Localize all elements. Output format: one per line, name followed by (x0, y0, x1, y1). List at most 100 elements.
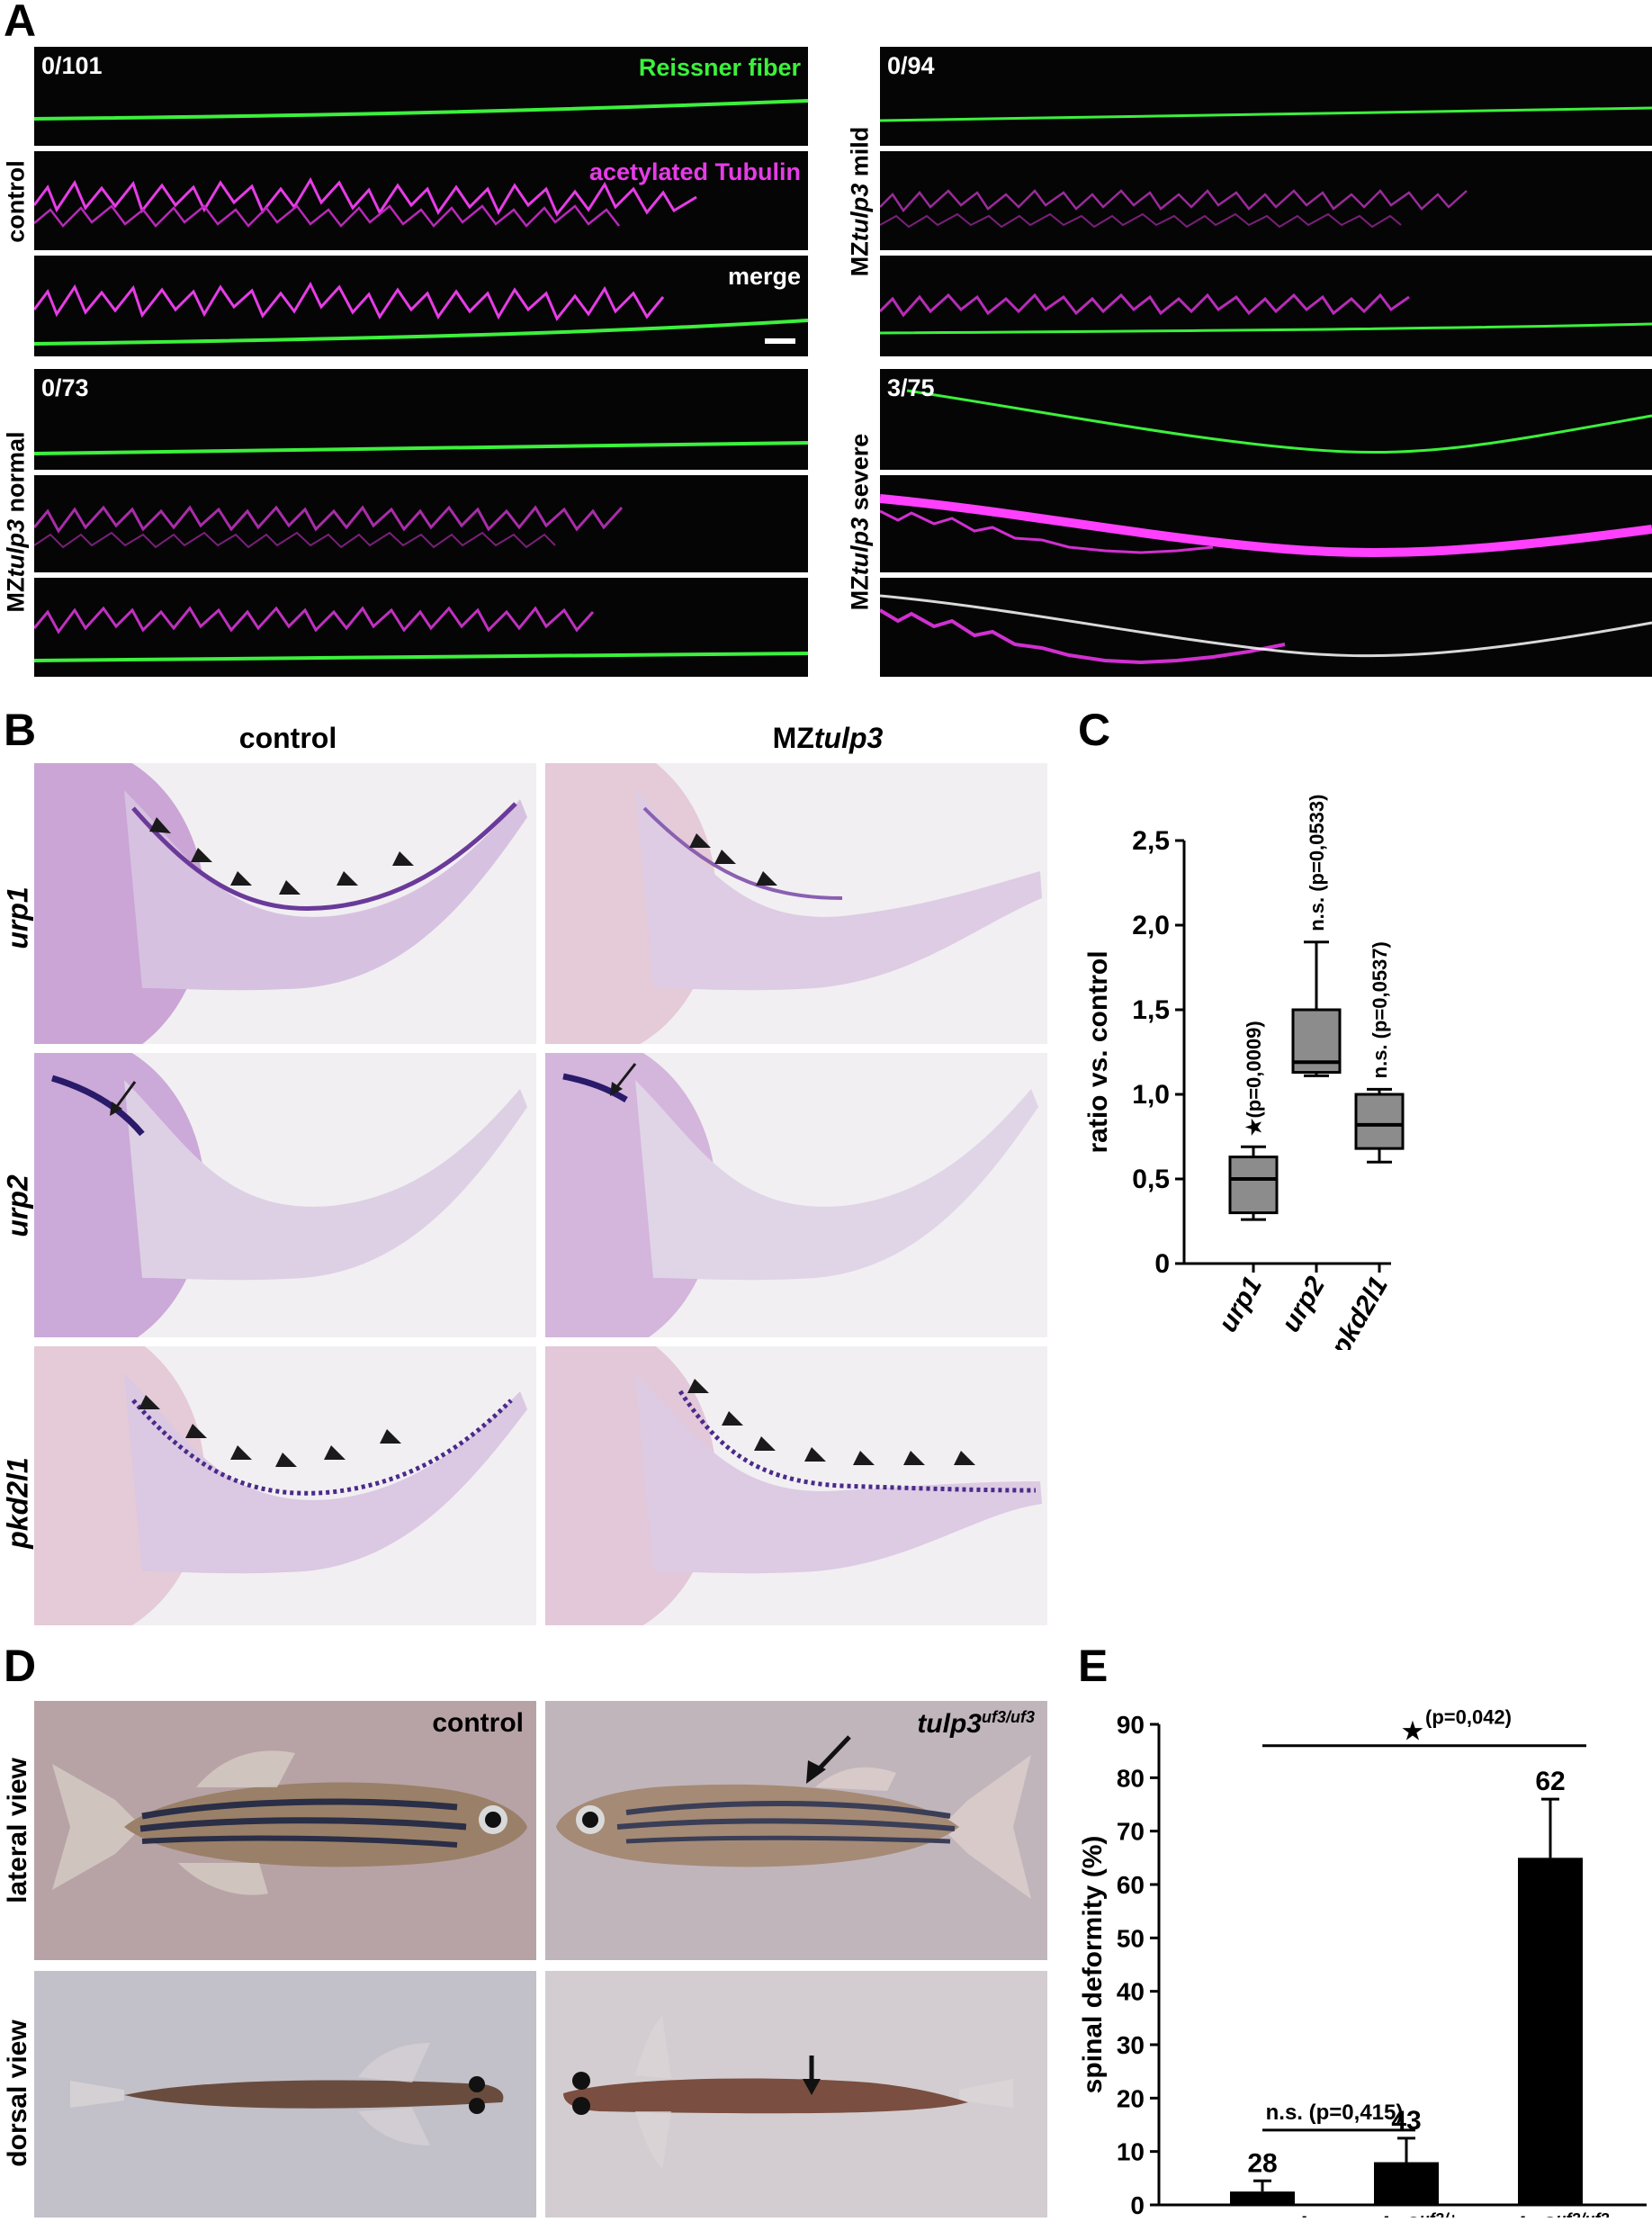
label-reissner-fiber: Reissner fiber (638, 54, 801, 81)
y-axis-label: spinal deformity (%) (1080, 1836, 1108, 2094)
bar (1230, 2191, 1295, 2205)
embryo-control-urp1 (34, 763, 536, 1044)
normal-merge-strip (34, 578, 808, 677)
count-severe: 3/75 (887, 374, 935, 401)
panel-label-d: D (4, 1641, 37, 1691)
row-label-normal-suffix: normal (2, 431, 30, 520)
y-tick-label: 60 (1117, 1871, 1145, 1899)
x-tick-label: tulp3uf3/+ (1355, 2210, 1459, 2218)
control-merge-strip: merge (34, 256, 808, 356)
box-iqr (1228, 1156, 1279, 1215)
y-tick-label: 70 (1117, 1818, 1145, 1846)
count-normal: 0/73 (41, 374, 89, 401)
row-label-severe-suffix: severe (846, 433, 874, 517)
row-header-pkd2l1: pkd2l1 (1, 1457, 34, 1549)
fish-mutant-dorsal (545, 1971, 1047, 2218)
control-magenta-strip: acetylated Tubulin (34, 151, 808, 250)
embryo-mztulp3-urp1 (545, 763, 1047, 1044)
severe-merge-strip (880, 578, 1652, 677)
y-tick-label: 20 (1117, 2084, 1145, 2112)
row-label-mild-suffix: mild (846, 126, 874, 184)
y-tick-label: 2,5 (1132, 826, 1170, 856)
row-label-mild-prefix: MZ (846, 241, 874, 277)
fish-control-dorsal (34, 1971, 536, 2218)
significance-annotation: ★(p=0,0009) (1243, 1021, 1265, 1136)
bar-chart-panel-e: 0 10 20 30 40 50 60 70 80 90 spinal deformity (%) 2… (1078, 1692, 1652, 2222)
y-tick-label: 2,0 (1132, 911, 1170, 940)
y-tick-label: 90 (1117, 1711, 1145, 1739)
mild-green-strip: 0/94 (880, 47, 1652, 146)
column-header-mz-prefix: MZ (772, 722, 814, 754)
box-plot-svg: 0 0,5 1,0 1,5 2,0 2,5 ratio vs. control urp1 ★(p… (1083, 795, 1405, 1362)
y-tick-label: 80 (1117, 1764, 1145, 1792)
count-mild: 0/94 (887, 52, 935, 79)
label-acetylated-tubulin: acetylated Tubulin (588, 158, 801, 185)
fish-control-lateral: control (34, 1701, 536, 1960)
embryo-mztulp3-urp2 (545, 1053, 1047, 1337)
bar (1374, 2162, 1439, 2205)
embryo-control-pkd2l1 (34, 1346, 536, 1625)
row-label-severe-prefix: MZ (846, 575, 874, 611)
y-tick-label: 50 (1117, 1924, 1145, 1952)
control-green-strip: 0/101 Reissner fiber (34, 47, 808, 146)
row-label-normal-gene: tulp3 (2, 519, 30, 578)
y-axis-label: ratio vs. control (1083, 950, 1113, 1153)
y-tick-label: 0 (1130, 2191, 1145, 2218)
embryo-control-urp2 (34, 1053, 536, 1337)
column-header-mztulp3: MZtulp3 (773, 722, 884, 755)
row-label-severe: MZtulp3 severe (847, 434, 875, 611)
x-tick-label: pkd2l1 (1324, 1272, 1394, 1350)
y-tick-label: 30 (1117, 2031, 1145, 2059)
row-header-urp1: urp1 (1, 886, 34, 949)
row-header-urp2: urp2 (1, 1174, 34, 1237)
y-tick-label: 0 (1154, 1249, 1170, 1279)
x-tick-label: urp2 (1276, 1272, 1331, 1337)
label-control-fish: control (432, 1708, 524, 1738)
significance-star: ★ (1401, 1717, 1425, 1747)
panel-label-b: B (4, 705, 37, 755)
row-label-mild-gene: tulp3 (846, 183, 874, 242)
x-tick-label: urp1 (1213, 1272, 1268, 1337)
y-tick-label: 40 (1117, 1978, 1145, 2006)
n-label: 62 (1535, 1767, 1565, 1796)
box-plot-panel-c: 0 0,5 1,0 1,5 2,0 2,5 ratio vs. control urp1 ★(p… (1080, 756, 1652, 1362)
row-label-normal: MZtulp3 normal (3, 431, 31, 612)
y-tick-label: 0,5 (1132, 1165, 1170, 1194)
row-label-mild: MZtulp3 mild (847, 127, 875, 277)
label-mutant-fish: tulp3uf3/uf3 (917, 1708, 1035, 1740)
severe-magenta-strip (880, 475, 1652, 572)
row-label-severe-gene: tulp3 (846, 517, 874, 576)
bar (1518, 1858, 1583, 2205)
row-label-normal-prefix: MZ (2, 577, 30, 613)
embryo-mztulp3-pkd2l1 (545, 1346, 1047, 1625)
row-label-lateral: lateral view (3, 1758, 32, 1903)
y-tick-label: 1,0 (1132, 1080, 1170, 1110)
x-tick-label: tulp3uf3/uf3 (1492, 2210, 1610, 2218)
mild-merge-strip (880, 256, 1652, 356)
label-mutant-allele: uf3/uf3 (981, 1708, 1035, 1726)
panel-label-e: E (1078, 1641, 1109, 1691)
fish-mutant-lateral: tulp3uf3/uf3 (545, 1701, 1047, 1960)
y-tick-label: 1,5 (1132, 995, 1170, 1025)
significance-label-top: (p=0,042) (1425, 1706, 1512, 1729)
severe-green-strip: 3/75 (880, 369, 1652, 470)
n-label: 28 (1247, 2148, 1277, 2178)
x-tick-label: control (1217, 2212, 1308, 2218)
significance-annotation: n.s. (p=0,0533) (1306, 795, 1328, 931)
row-label-control: control (2, 160, 30, 243)
label-merge: merge (727, 263, 801, 290)
x-tick-label-superscript: uf3/+ (1420, 2210, 1459, 2218)
bar-chart-svg: 0 10 20 30 40 50 60 70 80 90 spinal deformity (%) 2… (1078, 1706, 1647, 2222)
mild-magenta-strip (880, 151, 1652, 250)
x-tick-label-superscript: uf3/uf3 (1556, 2210, 1609, 2218)
row-label-dorsal: dorsal view (3, 2020, 32, 2167)
normal-magenta-strip (34, 475, 808, 572)
column-header-control: control (238, 722, 337, 754)
box-iqr (1354, 1093, 1405, 1150)
column-header-mz-gene: tulp3 (813, 722, 884, 754)
y-tick-label: 10 (1117, 2138, 1145, 2166)
panel-label-a: A (4, 0, 37, 46)
significance-label-low: n.s. (p=0,415) (1266, 2101, 1404, 2125)
significance-annotation: n.s. (p=0,0537) (1369, 941, 1391, 1078)
normal-green-strip: 0/73 (34, 369, 808, 470)
